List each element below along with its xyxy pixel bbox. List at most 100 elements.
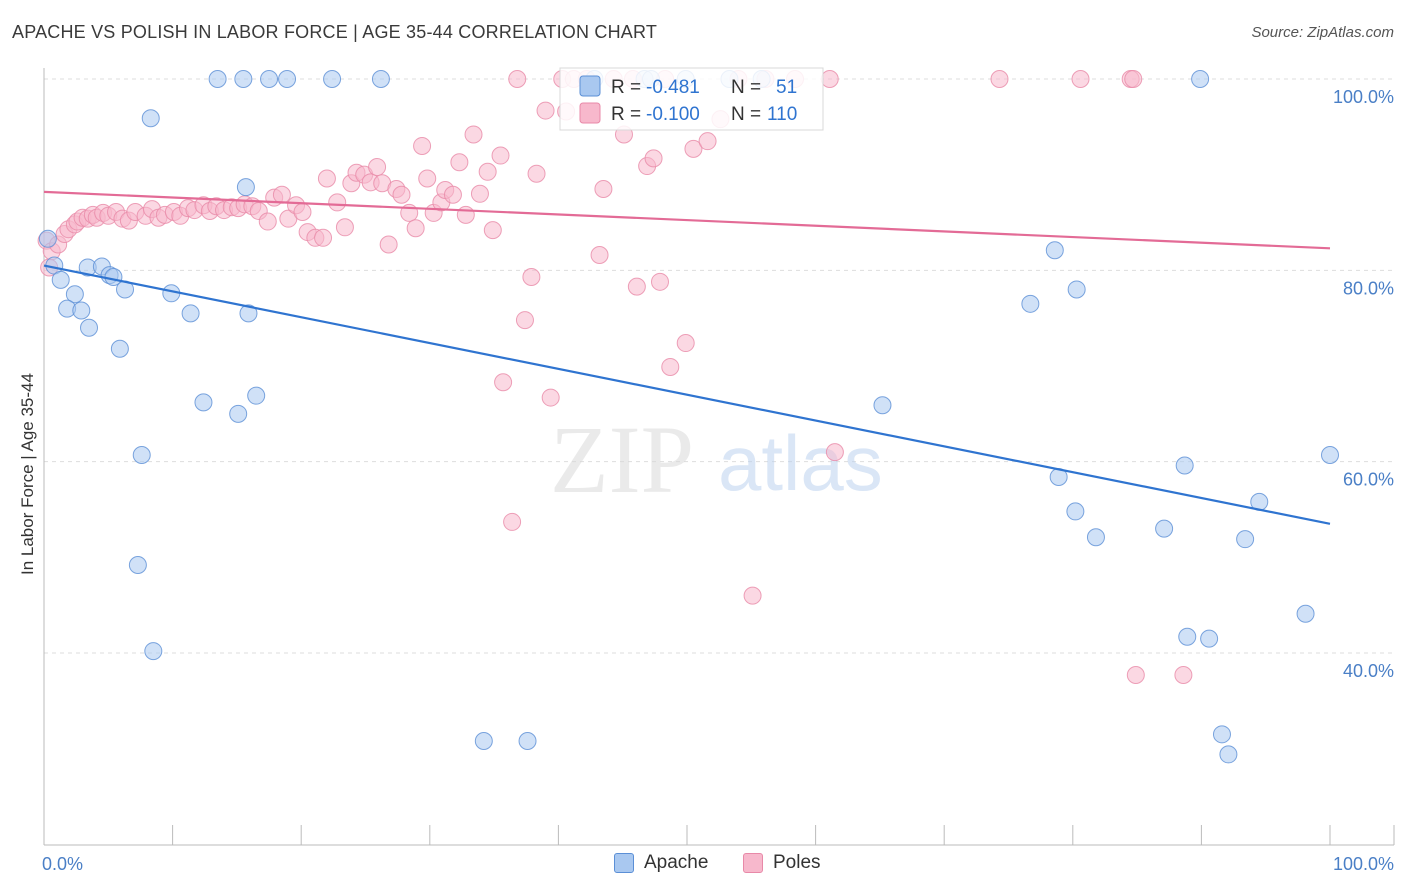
poles-point	[413, 136, 432, 155]
poles-point	[743, 586, 762, 605]
y-tick-labels: 40.0% 60.0% 80.0% 100.0%	[1333, 87, 1394, 681]
poles-point	[990, 70, 1009, 88]
poles-point	[1174, 666, 1193, 685]
poles-point	[1071, 70, 1090, 88]
y-tick-label-40: 40.0%	[1343, 661, 1394, 681]
apache-point	[144, 642, 163, 661]
poles-point	[368, 158, 387, 177]
y-tick-label-100: 100.0%	[1333, 87, 1394, 107]
apache-legend-swatch	[579, 75, 601, 97]
poles-point	[698, 132, 717, 151]
poles-point	[328, 193, 347, 212]
poles-point	[379, 235, 398, 254]
apache-point	[234, 70, 253, 88]
x-tick-labels: 0.0% 100.0%	[42, 854, 1394, 874]
apache-point	[1236, 530, 1255, 549]
apache-trend-line	[43, 264, 1331, 525]
poles-point	[644, 149, 663, 168]
watermark-atlas: atlas	[718, 419, 883, 507]
apache-point	[1175, 456, 1194, 475]
poles-legend-swatch	[579, 102, 601, 124]
grid-lines	[44, 78, 1394, 654]
poles-n-label: N =	[731, 104, 766, 125]
apache-point	[371, 70, 390, 88]
apache-point	[323, 70, 342, 88]
poles-points	[37, 70, 1193, 685]
apache-point	[1045, 241, 1064, 260]
apache-point	[1191, 70, 1210, 88]
y-tick-label-60: 60.0%	[1343, 470, 1394, 490]
apache-point	[1086, 528, 1105, 547]
apache-point	[132, 445, 151, 464]
poles-point	[392, 185, 411, 204]
poles-point	[464, 125, 483, 144]
apache-point	[278, 70, 297, 88]
apache-point	[110, 339, 129, 358]
poles-point	[258, 212, 277, 231]
poles-point	[443, 185, 462, 204]
legend-item-poles[interactable]: Poles	[743, 852, 821, 874]
apache-point	[239, 304, 258, 323]
poles-point	[661, 357, 680, 376]
legend-label-apache: Apache	[644, 852, 709, 873]
watermark: ZIP atlas	[550, 406, 883, 513]
poles-point	[676, 334, 695, 353]
apache-r-label: R =	[611, 77, 646, 98]
apache-point	[128, 555, 147, 574]
stats-legend: R = -0.481 N = 51 R = -0.100 N = 110	[559, 67, 824, 131]
poles-point	[478, 162, 497, 181]
poles-point	[536, 101, 555, 120]
poles-point	[820, 70, 839, 88]
apache-point	[1178, 627, 1197, 646]
poles-point	[1126, 666, 1145, 685]
poles-point	[627, 277, 646, 296]
poles-point	[406, 219, 425, 238]
poles-point	[494, 373, 513, 392]
poles-point	[272, 185, 291, 204]
poles-point	[1124, 70, 1143, 88]
apache-point	[208, 70, 227, 88]
apache-point	[474, 732, 493, 751]
poles-r-value: -0.100	[646, 104, 700, 125]
poles-point	[594, 180, 613, 199]
apache-point	[194, 393, 213, 412]
poles-point	[491, 146, 510, 165]
poles-point	[450, 153, 469, 172]
apache-point	[72, 301, 91, 320]
poles-point	[527, 164, 546, 183]
x-tick-label-max: 100.0%	[1333, 854, 1394, 874]
poles-swatch	[743, 853, 763, 873]
poles-point	[650, 272, 669, 291]
apache-n-value: 51	[776, 77, 797, 98]
apache-point	[236, 178, 255, 197]
apache-point	[1067, 280, 1086, 299]
poles-point	[503, 512, 522, 531]
apache-point	[65, 285, 84, 304]
apache-point	[1296, 604, 1315, 623]
apache-point	[38, 229, 57, 248]
apache-point	[1155, 519, 1174, 538]
y-tick-label-80: 80.0%	[1343, 278, 1394, 298]
poles-point	[508, 70, 527, 88]
apache-swatch	[614, 853, 634, 873]
x-tick-label-min: 0.0%	[42, 854, 83, 874]
poles-n-value: 110	[767, 104, 797, 125]
apache-point	[873, 396, 892, 415]
poles-point	[317, 169, 336, 188]
y-axis-label: In Labor Force | Age 35-44	[18, 373, 37, 575]
apache-point	[1219, 745, 1238, 764]
apache-n-label: N =	[731, 77, 766, 98]
poles-point	[456, 205, 475, 224]
poles-point	[335, 218, 354, 237]
apache-point	[80, 318, 99, 337]
chart-title: APACHE VS POLISH IN LABOR FORCE | AGE 35…	[12, 22, 658, 42]
apache-point	[1021, 294, 1040, 313]
legend-item-apache[interactable]: Apache	[614, 852, 708, 874]
trend-lines	[43, 190, 1331, 525]
poles-point	[293, 202, 312, 221]
apache-point	[1200, 629, 1219, 648]
series-legend: Apache Poles	[0, 852, 1406, 880]
apache-point	[260, 70, 279, 88]
poles-point	[590, 246, 609, 265]
